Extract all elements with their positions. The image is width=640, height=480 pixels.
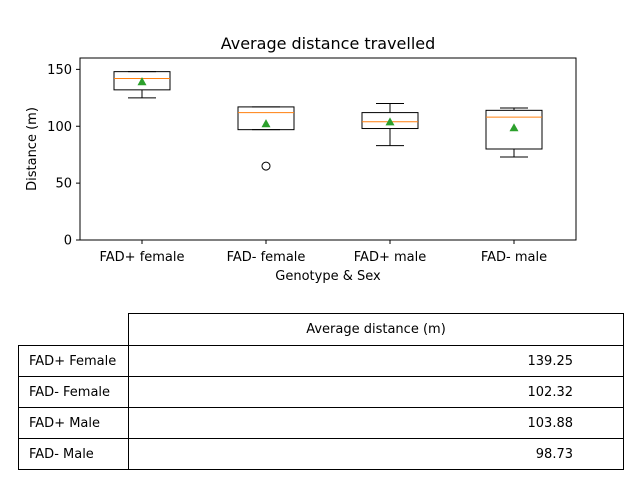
box-iqr (485, 109, 543, 150)
table-cell-value: 103.88 (128, 407, 624, 439)
table-row-label: FAD+ Male (18, 407, 129, 439)
y-tick-label: 100 (47, 120, 72, 135)
x-tick-label: FAD+ male (354, 250, 426, 265)
table-header-row: Average distance (m) (19, 313, 624, 346)
y-axis-label: Distance (m) (25, 107, 40, 191)
y-tick-label: 150 (47, 63, 72, 78)
table-row: FAD- Male 98.73 (18, 438, 624, 470)
mean-marker (385, 117, 395, 126)
x-axis-label: Genotype & Sex (275, 269, 381, 284)
box-iqr (361, 112, 419, 130)
y-tick-label: 50 (55, 177, 72, 192)
x-tick-label: FAD- female (227, 250, 306, 265)
table-cell-value: 102.32 (128, 376, 624, 408)
table-cell-value: 139.25 (128, 345, 624, 377)
x-tick-label: FAD- male (481, 250, 547, 265)
y-tick-label: 0 (64, 234, 72, 249)
table-row-label: FAD+ Female (18, 345, 129, 377)
table-row: FAD- Female 102.32 (18, 376, 624, 408)
mean-marker (261, 119, 271, 128)
chart-title: Average distance travelled (221, 34, 436, 53)
table-row: FAD+ Female 139.25 (18, 345, 624, 377)
x-tick-label: FAD+ female (99, 250, 184, 265)
axes-frame (79, 57, 577, 241)
mean-marker (509, 123, 519, 132)
plot-area: 0 50 100 150 FAD+ female FAD- female FAD+ male… (47, 57, 577, 265)
outlier-point (261, 161, 271, 171)
box-iqr (237, 106, 295, 131)
table-row-label: FAD- Female (18, 376, 129, 408)
table-row-label: FAD- Male (18, 438, 129, 470)
box-iqr (113, 71, 171, 91)
mean-marker (137, 77, 147, 86)
table-corner (19, 314, 129, 346)
boxplot-chart: Average distance travelled Genotype & Se… (25, 34, 577, 284)
stats-table: Average distance (m) FAD+ Female 139.25 … (18, 313, 624, 470)
table-row: FAD+ Male 103.88 (18, 407, 624, 439)
table-cell-value: 98.73 (128, 438, 624, 470)
table-column-header: Average distance (m) (128, 313, 624, 346)
